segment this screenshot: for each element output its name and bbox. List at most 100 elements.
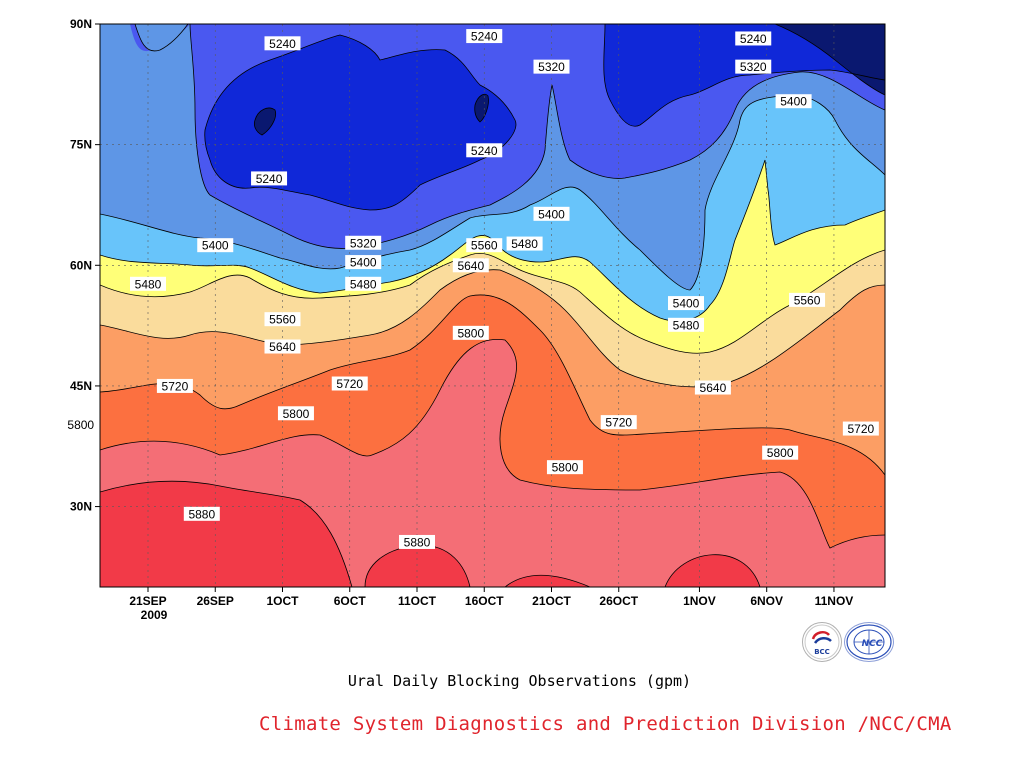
contour-label-text: 5720 — [336, 377, 363, 391]
ncc-emblem-icon: NCC — [846, 624, 892, 660]
band-5240-5320-main-b — [100, 24, 188, 51]
chart-subtitle: Ural Daily Blocking Observations (gpm) — [347, 672, 692, 690]
contour-label-text: 5400 — [350, 256, 377, 270]
contour-label-text: 5640 — [457, 259, 484, 273]
contour-label-text: 5240 — [471, 144, 498, 158]
contour-label-text: 5480 — [135, 277, 162, 291]
contour-label: 5640 — [264, 339, 301, 354]
y-tick-label: 60N — [70, 258, 92, 272]
contour-label: 5720 — [600, 415, 637, 430]
contour-lines — [100, 24, 885, 587]
axes: 21SEP 26SEP 1OCT 6OCT 11OCT 16OCT 21OCT 26OCT 1N… — [70, 17, 853, 622]
contour-label: 5560 — [264, 312, 301, 327]
x-tick-label: 11OCT — [398, 594, 437, 608]
x-tick-label: 26OCT — [599, 594, 638, 608]
contour-label: 5400 — [533, 206, 570, 221]
contour-label-text: 5320 — [350, 236, 377, 250]
x-tick-label: 1NOV — [683, 594, 716, 608]
contour-label: 5480 — [506, 236, 543, 251]
contour-label-text: 5480 — [350, 277, 377, 291]
contour-label-text: 5400 — [202, 239, 229, 253]
x-tick-label: 1OCT — [266, 594, 299, 608]
contour-label-text: 5800 — [67, 418, 94, 432]
ncc-logo: NCC — [844, 622, 894, 662]
contour-labels: 5240 5240 5240 5320 5320 5400 5240 5240 5400 5320… — [62, 29, 879, 549]
contour-label: 5560 — [466, 238, 503, 253]
contour-label: 5720 — [156, 378, 193, 393]
contour-label-text: 5400 — [780, 95, 807, 109]
contour-label: 5240 — [466, 29, 503, 44]
contour-label: 5800 — [452, 325, 489, 340]
contour-label: 5400 — [345, 255, 382, 270]
x-year-label: 2009 — [141, 608, 168, 622]
contour-label: 5720 — [842, 421, 879, 436]
x-tick-label: 21SEP — [129, 594, 166, 608]
band-below-5160-a — [254, 108, 276, 135]
contour-label: 5240 — [735, 31, 772, 46]
credit-line: Climate System Diagnostics and Predictio… — [259, 713, 952, 735]
plot-frame — [99, 23, 886, 588]
contour-label: 5800 — [762, 445, 799, 460]
contour-label-text: 5480 — [511, 237, 538, 251]
bcc-logo-text: BCC — [814, 648, 830, 656]
contour-label-text: 5640 — [700, 381, 727, 395]
x-tick-label: 21OCT — [532, 594, 571, 608]
contour-label-text: 5560 — [794, 293, 821, 307]
ncc-logo-text: NCC — [862, 639, 883, 649]
contour-label-text: 5560 — [471, 239, 498, 253]
y-tick-label: 75N — [70, 138, 92, 152]
contour-label-text: 5880 — [188, 507, 215, 521]
x-tick-label: 16OCT — [465, 594, 504, 608]
contour-label: 5480 — [668, 317, 704, 332]
contour-label: 5240 — [251, 171, 288, 186]
bcc-emblem-icon: BCC — [804, 624, 840, 660]
bcc-logo: BCC — [802, 622, 842, 662]
contour-label-text: 5800 — [552, 461, 579, 475]
contour-label: 5400 — [668, 296, 704, 311]
contour-label: 5800 — [546, 460, 583, 475]
contour-label: 5800 — [62, 417, 99, 432]
contour-label-text: 5240 — [256, 172, 283, 186]
contour-label: 5320 — [533, 59, 570, 74]
grid-lines — [100, 24, 885, 587]
band-below-5160-b — [474, 94, 489, 122]
contour-label: 5640 — [452, 258, 489, 273]
contour-label: 5240 — [264, 36, 301, 51]
contour-label-text: 5880 — [404, 535, 431, 549]
contour-label-text: 5720 — [605, 416, 632, 430]
contour-label-text: 5240 — [471, 30, 498, 44]
y-tick-label: 45N — [70, 379, 92, 393]
contour-label-text: 5640 — [269, 340, 296, 354]
contour-label-text: 5720 — [847, 422, 874, 436]
contour-label: 5480 — [345, 276, 382, 291]
contour-label-text: 5800 — [283, 407, 310, 421]
contour-label-text: 5400 — [673, 297, 700, 311]
contour-label: 5880 — [183, 506, 220, 521]
contour-label-text: 5240 — [269, 37, 296, 51]
contour-label: 5640 — [694, 380, 731, 395]
contour-label: 5800 — [277, 406, 314, 421]
contour-label: 5720 — [331, 376, 368, 391]
x-tick-label: 6OCT — [334, 594, 367, 608]
x-tick-label: 26SEP — [197, 594, 234, 608]
contour-label: 5400 — [775, 94, 812, 109]
contour-label-text: 5400 — [538, 207, 565, 221]
contour-fields — [100, 24, 885, 587]
contour-label: 5320 — [735, 59, 772, 74]
contour-label-text: 5320 — [740, 60, 767, 74]
contour-label: 5880 — [399, 534, 435, 549]
contour-label: 5320 — [345, 235, 382, 250]
contour-label-text: 5480 — [673, 318, 700, 332]
contour-label: 5240 — [466, 143, 503, 158]
contour-label: 5560 — [789, 292, 826, 307]
contour-label: 5400 — [197, 238, 234, 253]
y-tick-label: 30N — [70, 500, 92, 514]
contour-label-text: 5240 — [740, 32, 767, 46]
contour-label-text: 5800 — [457, 326, 484, 340]
contour-label: 5480 — [130, 276, 166, 291]
x-tick-label: 6NOV — [750, 594, 783, 608]
contour-label-text: 5560 — [269, 313, 296, 327]
contour-label-text: 5800 — [767, 446, 794, 460]
contour-label-text: 5320 — [538, 60, 565, 74]
